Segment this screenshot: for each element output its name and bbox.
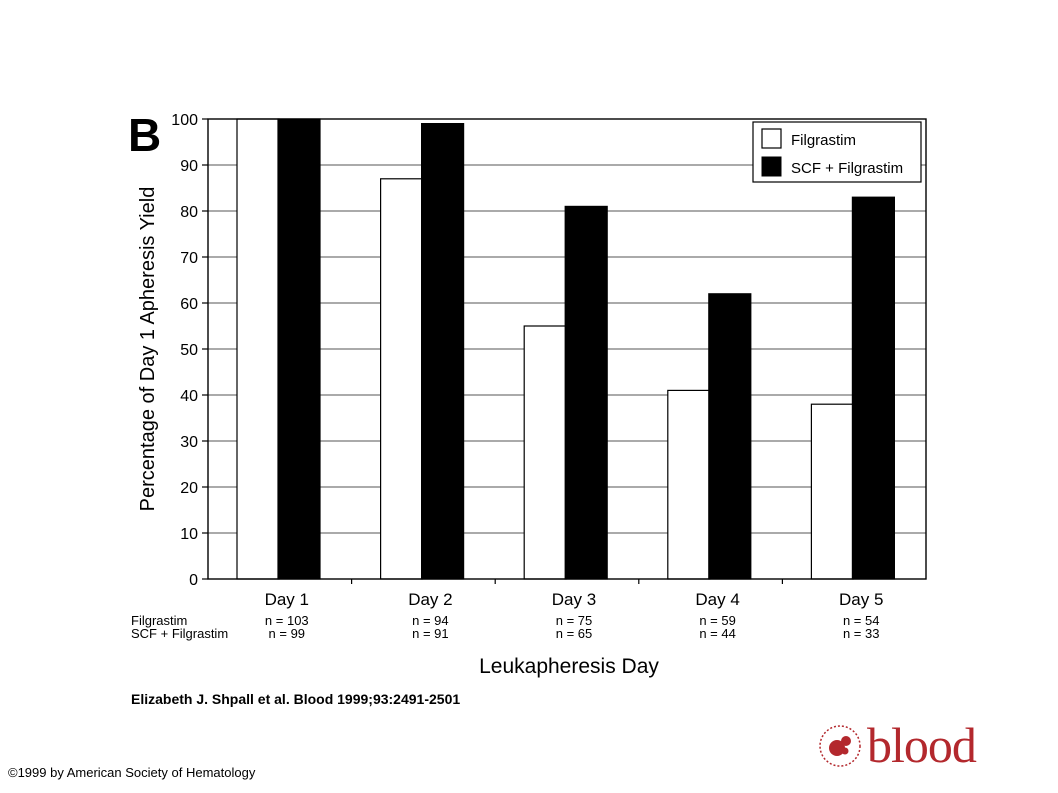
copyright: ©1999 by American Society of Hematology bbox=[8, 765, 256, 780]
bar bbox=[851, 196, 896, 580]
citation: Elizabeth J. Shpall et al. Blood 1999;93… bbox=[131, 691, 461, 707]
x-tick-label: Day 4 bbox=[695, 590, 739, 609]
legend-swatch-scf-filgrastim bbox=[761, 156, 782, 177]
y-tick-labels: 0 10 20 30 40 50 60 70 80 90 100 bbox=[171, 112, 198, 589]
y-tick-label: 30 bbox=[180, 434, 198, 451]
sample-size-label: n = 103 bbox=[265, 613, 309, 628]
x-tick-label: Day 2 bbox=[408, 590, 452, 609]
y-tick-label: 90 bbox=[180, 158, 198, 175]
x-axis-label: Leukapheresis Day bbox=[479, 655, 659, 678]
bar bbox=[810, 403, 855, 580]
bar bbox=[523, 325, 567, 580]
legend-label-filgrastim: Filgrastim bbox=[791, 132, 856, 149]
y-axis-label: Percentage of Day 1 Apheresis Yield bbox=[137, 187, 159, 512]
bar bbox=[421, 122, 465, 580]
x-tick-label: Day 1 bbox=[265, 590, 309, 609]
y-tick-label: 70 bbox=[180, 250, 198, 267]
sample-size-row-label: SCF + Filgrastim bbox=[131, 626, 228, 641]
sample-size-label: n = 75 bbox=[556, 613, 593, 628]
plot-frame bbox=[207, 118, 927, 580]
x-tick-label: Day 3 bbox=[552, 590, 596, 609]
sample-size-label: n = 94 bbox=[412, 613, 449, 628]
bar bbox=[236, 118, 280, 580]
y-tick-label: 50 bbox=[180, 342, 198, 359]
sample-size-label: n = 59 bbox=[699, 613, 736, 628]
blood-logo-icon bbox=[819, 725, 861, 767]
bar bbox=[277, 118, 321, 580]
bar bbox=[564, 205, 608, 580]
y-tick-label: 20 bbox=[180, 480, 198, 497]
x-tick-labels: Day 1 Day 2 Day 3 Day 4 Day 5 bbox=[265, 590, 884, 609]
panel-label: B bbox=[128, 109, 162, 161]
y-tick-label: 80 bbox=[180, 204, 198, 221]
y-tick-label: 0 bbox=[189, 572, 198, 589]
legend: Filgrastim SCF + Filgrastim bbox=[752, 121, 922, 183]
bar bbox=[380, 178, 424, 580]
sample-size-label: n = 65 bbox=[556, 626, 593, 641]
sample-size-label: n = 33 bbox=[843, 626, 880, 641]
sample-size-label: n = 91 bbox=[412, 626, 449, 641]
bar bbox=[708, 293, 752, 580]
y-tick-label: 60 bbox=[180, 296, 198, 313]
axes bbox=[202, 118, 927, 584]
y-tick-label: 40 bbox=[180, 388, 198, 405]
legend-swatch-filgrastim bbox=[761, 128, 782, 149]
y-tick-label: 10 bbox=[180, 526, 198, 543]
legend-label-scf-filgrastim: SCF + Filgrastim bbox=[791, 160, 903, 177]
sample-size-label: n = 44 bbox=[699, 626, 736, 641]
sample-size-row-label: Filgrastim bbox=[131, 613, 187, 628]
x-tick-label: Day 5 bbox=[839, 590, 883, 609]
sample-size-label: n = 54 bbox=[843, 613, 880, 628]
y-tick-label: 100 bbox=[171, 112, 198, 129]
blood-logo-text: blood bbox=[867, 717, 977, 773]
sample-size-label: n = 99 bbox=[269, 626, 306, 641]
bar bbox=[667, 389, 711, 580]
